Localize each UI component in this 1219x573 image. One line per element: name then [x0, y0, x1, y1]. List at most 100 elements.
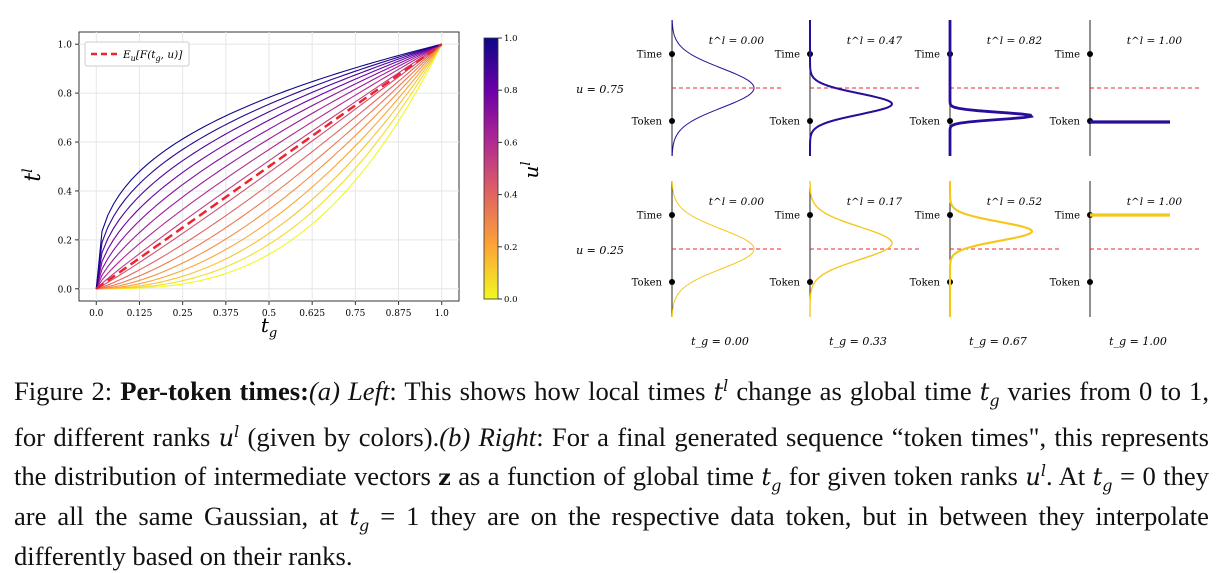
- time-point: [947, 212, 953, 218]
- density-curve: [671, 180, 755, 318]
- y-tick-label: 0.4: [58, 187, 73, 197]
- tl-label: t^l = 0.17: [847, 196, 903, 208]
- column-label: t_g = 0.67: [969, 335, 1027, 348]
- density-panel: Time Token t^l = 0.52: [910, 181, 1060, 317]
- legend-label: Eu[F(tg, u)]: [122, 49, 183, 63]
- colorbar-tick-label: 0.6: [504, 138, 518, 148]
- token-label: Token: [910, 117, 941, 128]
- curve-u: [96, 43, 443, 290]
- curve-u: [96, 43, 443, 290]
- y-axis-label: tl: [20, 168, 46, 181]
- colorbar-tick-label: 1.0: [504, 34, 518, 44]
- density-panel: Time Token t^l = 1.00: [1050, 20, 1200, 156]
- x-tick-label: 0.25: [173, 309, 193, 319]
- colorbar-tick-label: 0.2: [504, 243, 518, 253]
- left-chart: 0.0 0.125 0.25 0.375 0.5 0.625 0.75 0.875 1.0 0.…: [20, 31, 543, 341]
- time-point: [669, 212, 675, 218]
- part-a-label: (a) Left: [308, 376, 390, 406]
- time-label: Time: [775, 50, 800, 61]
- column-label: t_g = 0.00: [691, 335, 749, 348]
- density-curve: [671, 19, 755, 157]
- token-label: Token: [770, 117, 801, 128]
- token-label: Token: [632, 278, 663, 289]
- token-point: [669, 118, 675, 124]
- tl-label: t^l = 1.00: [1127, 196, 1183, 208]
- colorbar-label: ul: [519, 161, 543, 178]
- curve-u: [96, 43, 443, 290]
- time-point: [669, 51, 675, 57]
- token-point: [947, 118, 953, 124]
- density-panel: Time Token t^l = 0.00: [632, 19, 782, 157]
- time-label: Time: [1055, 211, 1080, 222]
- x-tick-label: 0.125: [127, 309, 153, 319]
- column-label: t_g = 1.00: [1109, 335, 1167, 348]
- x-tick-label: 0.375: [213, 309, 239, 319]
- tl-label: t^l = 0.82: [987, 35, 1043, 47]
- density-panel: Time Token t^l = 1.00: [1050, 181, 1200, 317]
- curve-u: [95, 43, 443, 290]
- tl-label: t^l = 0.52: [987, 196, 1043, 208]
- y-tick-label: 0.8: [58, 90, 73, 100]
- time-label: Time: [915, 211, 940, 222]
- time-label: Time: [1055, 50, 1080, 61]
- curve-u: [95, 43, 442, 289]
- colorbar-tick-label: 0.4: [504, 191, 518, 201]
- y-tick-label: 0.6: [58, 139, 73, 149]
- x-tick-label: 1.0: [435, 309, 450, 319]
- time-point: [807, 212, 813, 218]
- figure: 0.0 0.125 0.25 0.375 0.5 0.625 0.75 0.875 1.0 0.…: [20, 19, 1200, 348]
- curve-u: [95, 43, 443, 290]
- colorbar-ticks: 0.0 0.2 0.4 0.6 0.8 1.0: [498, 34, 518, 305]
- density-panel: Time Token t^l = 0.17: [770, 180, 920, 317]
- curve-u: [96, 43, 443, 290]
- tl-label: t^l = 0.47: [847, 35, 903, 47]
- token-point: [1087, 279, 1093, 285]
- curve-family: [95, 43, 443, 290]
- x-tick-label: 0.875: [386, 309, 412, 319]
- token-label: Token: [770, 278, 801, 289]
- token-point: [669, 279, 675, 285]
- tl-label: t^l = 0.00: [709, 196, 765, 208]
- column-label: t_g = 0.33: [829, 335, 887, 348]
- curve-u: [96, 43, 443, 290]
- row-label: u = 0.75: [576, 83, 624, 96]
- curve-u: [96, 43, 443, 290]
- time-label: Time: [775, 211, 800, 222]
- right-panels: u = 0.75 Time Token t^l = 0.00 Time Token t^l …: [576, 19, 1200, 348]
- curve-u: [96, 43, 443, 290]
- y-tick-label: 0.2: [58, 236, 72, 246]
- x-tick-label: 0.5: [262, 309, 277, 319]
- token-label: Token: [910, 278, 941, 289]
- curve-u: [96, 43, 443, 290]
- density-curve: [948, 181, 1034, 317]
- tl-label: t^l = 1.00: [1127, 35, 1183, 47]
- time-label: Time: [637, 50, 662, 61]
- figure-caption: Figure 2: Per-token times:(a) Left: This…: [14, 376, 1209, 572]
- curve-u: [95, 43, 442, 289]
- density-panel: Time Token t^l = 0.00: [632, 180, 782, 318]
- time-label: Time: [915, 50, 940, 61]
- density-curve: [808, 20, 894, 156]
- figure-label: Figure 2:: [14, 376, 113, 406]
- token-label: Token: [1050, 117, 1081, 128]
- time-label: Time: [637, 211, 662, 222]
- density-curve: [809, 180, 893, 317]
- density-curve: [948, 20, 1034, 156]
- colorbar: [483, 37, 499, 300]
- part-b-label: (b) Right: [439, 422, 537, 453]
- curve-u: [95, 43, 442, 289]
- density-panel: Time Token t^l = 0.47: [770, 20, 920, 156]
- row-label: u = 0.25: [576, 244, 624, 257]
- curve-u: [95, 43, 442, 289]
- y-tick-label: 1.0: [58, 41, 73, 51]
- x-tick-label: 0.75: [345, 309, 365, 319]
- x-tick-label: 0.625: [299, 309, 325, 319]
- y-ticks: 0.0 0.2 0.4 0.6 0.8 1.0: [58, 41, 79, 295]
- time-point: [1087, 51, 1093, 57]
- tl-label: t^l = 0.00: [709, 35, 765, 47]
- density-panel: Time Token t^l = 0.82: [910, 20, 1060, 156]
- colorbar-tick-label: 0.0: [504, 295, 518, 305]
- token-label: Token: [1050, 278, 1081, 289]
- grid: [79, 32, 459, 301]
- token-point: [807, 118, 813, 124]
